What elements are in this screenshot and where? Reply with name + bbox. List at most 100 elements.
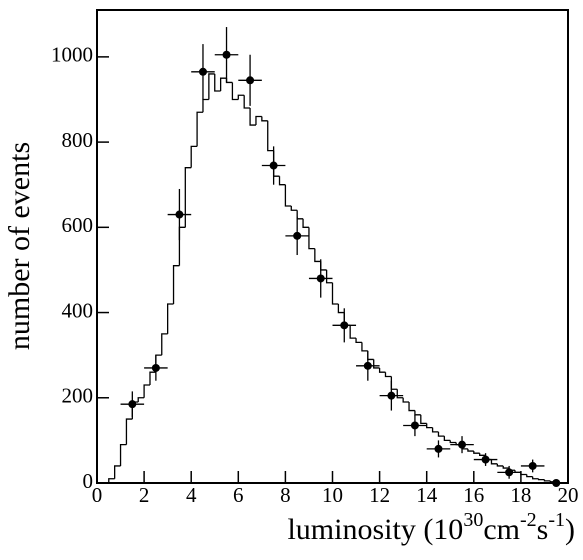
- histogram-step: [302, 218, 309, 228]
- point-marker: [340, 321, 349, 330]
- histogram-step: [325, 269, 333, 284]
- x-tick-label: 14: [416, 483, 438, 507]
- histogram-step: [320, 261, 327, 271]
- histogram-step: [537, 478, 545, 481]
- plot-frame: [96, 9, 569, 484]
- histogram-step: [290, 206, 298, 211]
- point-marker: [293, 231, 302, 240]
- histogram-step: [243, 95, 251, 109]
- histogram-step: [208, 73, 215, 100]
- histogram-step: [479, 453, 486, 456]
- x-axis-title: luminosity (1030cm-2s-1): [287, 509, 575, 546]
- histogram-step: [532, 476, 539, 480]
- histogram-step: [196, 111, 203, 147]
- data-point: [332, 308, 357, 343]
- data-point: [497, 465, 521, 479]
- data-point: [426, 440, 451, 458]
- histogram-step: [337, 304, 345, 314]
- point-marker: [246, 76, 255, 85]
- histogram-step: [502, 465, 510, 469]
- histogram-step: [190, 145, 198, 168]
- point-marker: [363, 361, 372, 370]
- point-marker: [528, 461, 537, 470]
- x-tick-label: 12: [369, 483, 390, 507]
- x-title-sup: -1: [548, 509, 565, 531]
- x-tick-label: 16: [463, 483, 484, 507]
- point-marker: [222, 50, 231, 59]
- data-point: [261, 146, 286, 185]
- histogram-step: [167, 303, 174, 334]
- data-point: [144, 355, 168, 381]
- point-marker: [481, 455, 490, 464]
- histogram-step: [137, 397, 145, 403]
- point-marker: [316, 274, 325, 283]
- histogram-step: [490, 459, 498, 465]
- x-title-part: s: [537, 513, 549, 546]
- histogram-step: [496, 463, 504, 467]
- y-tick-label: 600: [62, 213, 94, 237]
- y-tick-label: 1000: [51, 43, 93, 67]
- histogram-step: [267, 120, 274, 152]
- point-marker: [269, 161, 278, 170]
- histogram-step: [520, 472, 527, 476]
- histogram-step: [249, 108, 256, 126]
- x-tick-label: 0: [92, 483, 103, 507]
- y-tick-label: 200: [62, 384, 94, 408]
- histogram-step: [443, 436, 451, 442]
- data-point: [356, 350, 380, 381]
- x-tick-label: 2: [139, 483, 150, 507]
- point-marker: [458, 440, 467, 449]
- point-marker: [552, 479, 561, 487]
- point-marker: [198, 67, 207, 76]
- histogram-step: [384, 372, 392, 378]
- histogram-step: [114, 465, 121, 479]
- x-title-part: cm: [483, 513, 520, 546]
- data-point: [308, 259, 333, 298]
- histogram-step: [178, 226, 186, 266]
- histogram-step: [125, 418, 133, 445]
- histogram-step: [396, 389, 404, 399]
- histogram-step: [426, 423, 433, 429]
- histogram-step: [402, 397, 410, 403]
- histogram-step: [308, 227, 315, 250]
- histogram-step: [237, 94, 245, 100]
- data-point: [167, 188, 192, 241]
- y-tick-label: 800: [62, 128, 94, 152]
- point-marker: [175, 210, 184, 219]
- x-title-part: luminosity (10: [287, 513, 463, 546]
- data-point: [191, 44, 215, 100]
- histogram-step: [431, 427, 439, 433]
- x-tick-label: 10: [322, 483, 343, 507]
- histogram-step: [367, 350, 374, 361]
- histogram-step: [255, 115, 262, 126]
- y-tick-label: 400: [62, 298, 94, 322]
- data-point: [403, 414, 427, 437]
- point-marker: [128, 400, 137, 409]
- point-marker: [410, 421, 419, 430]
- x-tick-label: 8: [280, 483, 291, 507]
- histogram-step: [473, 451, 480, 454]
- data-point: [379, 380, 404, 411]
- x-tick-label: 6: [233, 483, 244, 507]
- data-point: [473, 453, 498, 466]
- histogram-step: [278, 176, 286, 186]
- histogram-step: [314, 248, 321, 263]
- histogram-step: [349, 325, 357, 339]
- data-point: [214, 27, 239, 83]
- histogram-step: [184, 167, 192, 228]
- histogram-step: [261, 116, 268, 122]
- x-tick-label: 18: [510, 483, 531, 507]
- histogram-step: [296, 210, 304, 220]
- histogram-step: [219, 77, 227, 91]
- x-tick-label: 20: [558, 483, 579, 507]
- histogram-step: [108, 478, 115, 483]
- histogram-step: [149, 371, 156, 385]
- y-axis-title: number of events: [3, 142, 36, 350]
- histogram-step: [543, 479, 551, 482]
- data-point: [238, 54, 262, 106]
- point-marker: [434, 444, 443, 453]
- point-marker: [505, 468, 514, 477]
- histogram-step: [437, 431, 445, 437]
- y-tick-label: 0: [83, 469, 94, 493]
